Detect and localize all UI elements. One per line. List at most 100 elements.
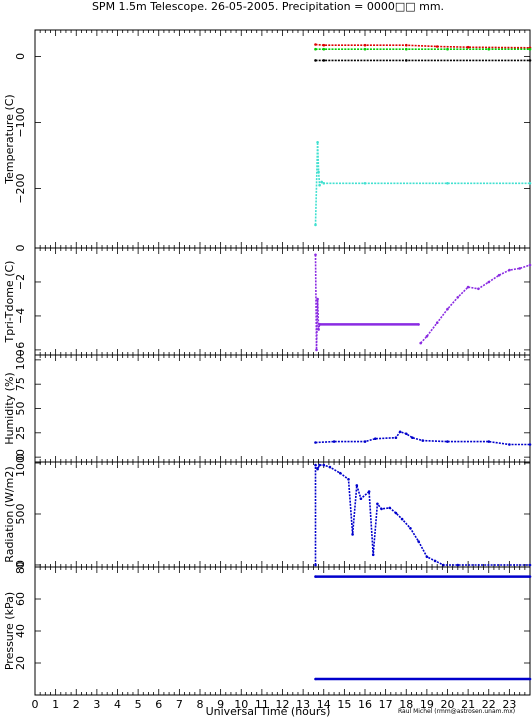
- data-point: [359, 497, 363, 501]
- data-point: [446, 182, 449, 185]
- data-point: [417, 323, 420, 326]
- y-tick-label: −6: [14, 342, 27, 358]
- series-1: [314, 575, 532, 578]
- y-tick-label: 0: [14, 454, 27, 461]
- data-point: [332, 440, 336, 443]
- data-point: [328, 465, 332, 469]
- x-tick-label: 10: [234, 698, 248, 711]
- data-point: [409, 527, 412, 530]
- data-point: [528, 575, 532, 578]
- x-tick-label: 11: [255, 698, 269, 711]
- y-tick-label: 60: [14, 592, 27, 606]
- data-point: [314, 223, 317, 227]
- data-point: [411, 436, 414, 440]
- data-point: [317, 328, 320, 331]
- data-point: [477, 287, 480, 291]
- data-point: [456, 563, 460, 567]
- plot-frame: [34, 461, 531, 568]
- data-point: [528, 182, 532, 185]
- data-point: [314, 575, 317, 578]
- data-point: [528, 677, 532, 681]
- data-line: [420, 264, 531, 344]
- data-point: [400, 517, 404, 521]
- data-point: [497, 273, 501, 277]
- x-tick-label: 3: [93, 698, 100, 711]
- data-point: [322, 463, 326, 467]
- y-tick-label: 50: [14, 402, 27, 416]
- x-tick-label: 5: [135, 698, 142, 711]
- y-tick-label: 0: [14, 561, 27, 568]
- x-tick-label: 19: [420, 698, 434, 711]
- data-point: [371, 553, 375, 557]
- x-axis: 0 1 2 3 4 5 6 7 8 9 10 11 12 13 14 15 16 17 18 19 20 21 22 23: [32, 698, 517, 711]
- data-point: [316, 297, 319, 301]
- data-point: [314, 441, 317, 444]
- data-point: [347, 478, 350, 481]
- panel-3: 0 25 50 75 100 Humidity (%): [3, 349, 532, 463]
- data-point: [518, 267, 521, 270]
- x-tick-label: 16: [358, 698, 372, 711]
- credit-text: Raul Michel (rmm@astrosen.unam.mx): [398, 708, 515, 715]
- data-point: [320, 180, 324, 184]
- data-point: [314, 253, 317, 257]
- y-tick-label: 80: [14, 560, 27, 574]
- y-axis-label: Temperature (C): [3, 94, 16, 184]
- data-point: [363, 440, 367, 443]
- data-point: [318, 323, 321, 326]
- data-point: [487, 440, 491, 443]
- series-1: [314, 430, 532, 446]
- y-axis-label: Humidity (%): [3, 372, 16, 444]
- y-tick-label: 20: [14, 656, 27, 670]
- data-point: [367, 490, 371, 493]
- series-3: [314, 59, 532, 62]
- plot-frame: [34, 29, 531, 249]
- data-point: [405, 43, 408, 47]
- y-tick-label: 100: [14, 349, 27, 370]
- y-tick-label: 75: [14, 377, 27, 391]
- data-point: [363, 182, 367, 185]
- data-point: [442, 563, 445, 567]
- data-point: [314, 463, 317, 467]
- data-point: [314, 47, 317, 51]
- plot-frame: [34, 566, 531, 696]
- data-point: [405, 432, 408, 436]
- data-point: [317, 170, 320, 174]
- x-tick-label: 12: [276, 698, 290, 711]
- series-2: [314, 677, 532, 681]
- y-tick-label: 0: [14, 245, 27, 252]
- data-point: [487, 280, 491, 284]
- data-point: [417, 540, 420, 543]
- data-point: [315, 348, 318, 352]
- x-tick-label: 23: [502, 698, 516, 711]
- data-point: [322, 59, 326, 62]
- y-tick-label: 0: [14, 53, 27, 60]
- data-point: [446, 440, 449, 443]
- data-point: [314, 43, 317, 46]
- data-point: [446, 47, 449, 51]
- data-point: [528, 443, 532, 446]
- data-point: [446, 307, 449, 311]
- data-point: [388, 506, 392, 510]
- y-tick-label: −2: [14, 274, 27, 290]
- y-tick-label: 40: [14, 624, 27, 638]
- data-point: [339, 471, 342, 475]
- data-point: [528, 563, 532, 567]
- data-point: [351, 533, 354, 536]
- data-line: [314, 141, 530, 225]
- data-point: [405, 59, 408, 62]
- x-tick-label: 7: [176, 698, 183, 711]
- data-point: [398, 430, 402, 434]
- x-tick-label: 9: [217, 698, 224, 711]
- data-point: [380, 507, 383, 511]
- plot-frame: [34, 354, 531, 463]
- x-tick-label: 8: [197, 698, 204, 711]
- data-point: [425, 335, 429, 338]
- y-tick-label: −100: [14, 107, 27, 137]
- data-point: [419, 341, 423, 345]
- data-point: [322, 43, 326, 47]
- x-tick-label: 6: [155, 698, 162, 711]
- data-line: [315, 43, 531, 49]
- data-point: [318, 463, 321, 467]
- y-axis-label: Pressure (kPa): [3, 592, 16, 670]
